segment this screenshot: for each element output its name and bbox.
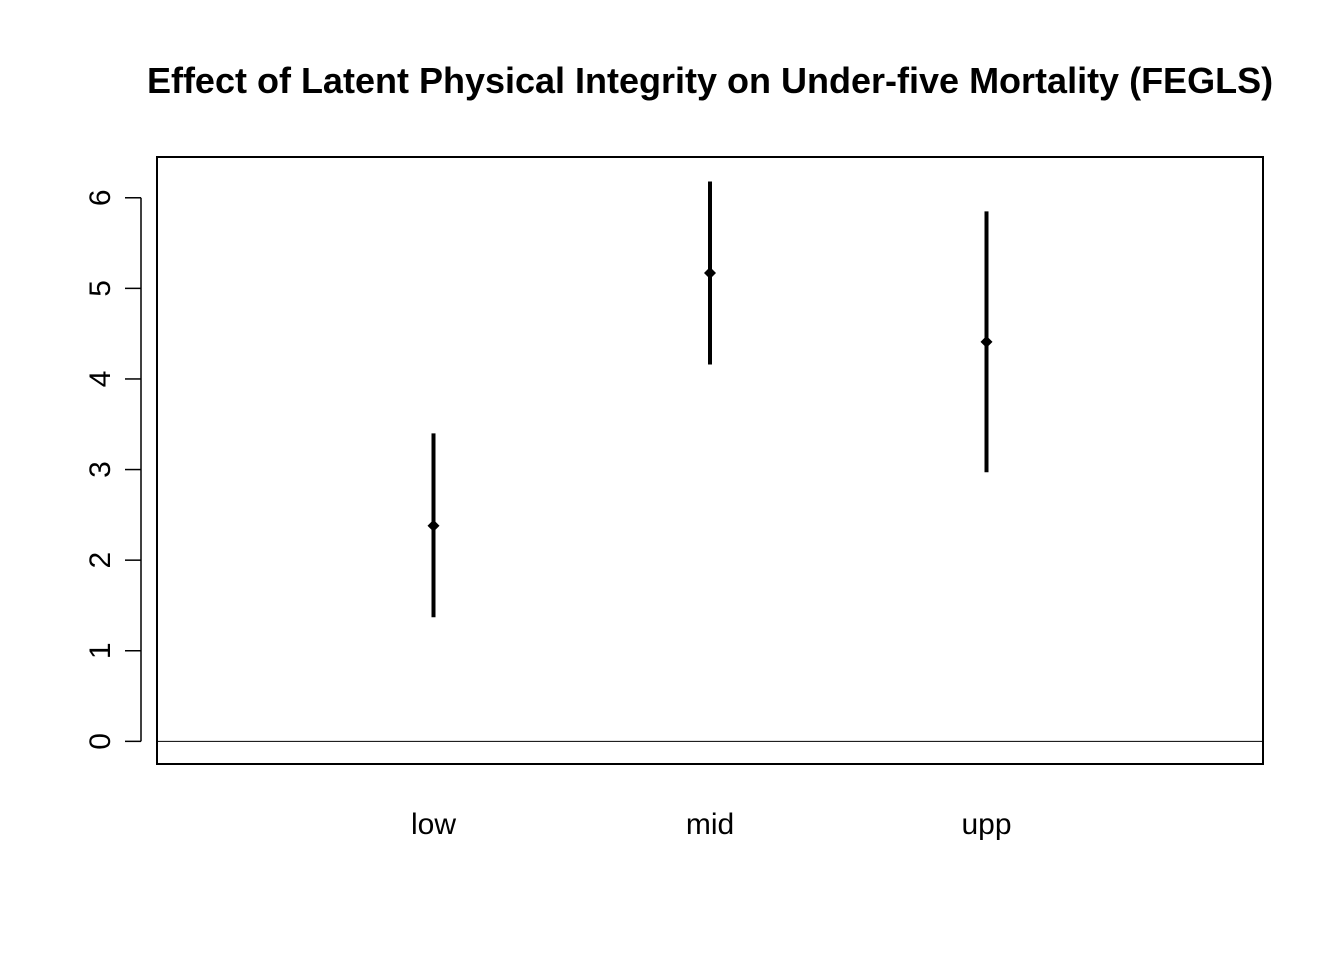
y-tick-label: 4 <box>84 371 117 388</box>
y-tick-label: 3 <box>84 461 117 478</box>
y-tick-label: 0 <box>84 733 117 750</box>
plot-marks: 0 1 2 3 4 5 6 low mid upp <box>84 156 1264 841</box>
point-estimate <box>980 335 993 348</box>
point-estimate <box>427 519 440 532</box>
point-estimate <box>704 266 716 279</box>
y-tick-label: 1 <box>84 642 117 659</box>
x-tick-label: upp <box>961 808 1011 841</box>
x-tick-label: low <box>411 808 456 841</box>
y-tick-label: 2 <box>84 552 117 569</box>
y-tick-label: 5 <box>84 280 117 297</box>
x-tick-label: mid <box>686 808 734 841</box>
chart-title: Effect of Latent Physical Integrity on U… <box>147 60 1273 101</box>
plot-frame <box>156 156 1264 765</box>
y-tick-label: 6 <box>84 189 117 206</box>
